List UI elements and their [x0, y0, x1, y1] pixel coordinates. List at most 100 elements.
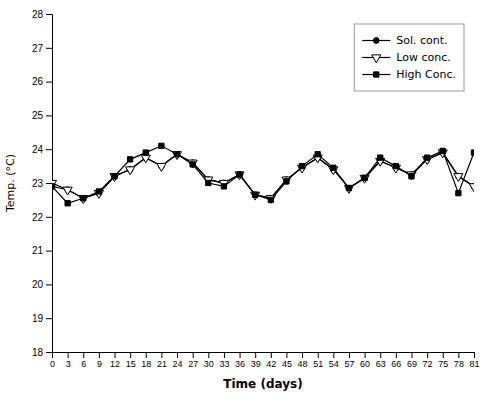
tick-label: 63 [376, 359, 386, 369]
tick-mark [46, 217, 52, 218]
tick-mark [333, 352, 334, 358]
point [456, 190, 461, 195]
tick-mark [46, 352, 52, 353]
tick-mark [46, 149, 52, 150]
tick-label: 60 [360, 359, 370, 369]
point [81, 196, 86, 201]
tick-mark [365, 352, 366, 358]
tick-mark [349, 352, 350, 358]
legend-label: High Conc. [396, 68, 456, 81]
tick-mark [286, 352, 287, 358]
point [378, 155, 383, 160]
tick: 19 [32, 313, 52, 324]
tick-label: 75 [438, 359, 448, 369]
tick: 18 [141, 352, 151, 369]
tick-label: 12 [110, 359, 120, 369]
legend-item: Low conc. [362, 51, 450, 64]
tick: 66 [391, 352, 401, 369]
point [315, 152, 320, 157]
x-axis: 0369121518212427303336394245485154576063… [50, 352, 480, 369]
point [469, 184, 474, 192]
tick: 25 [32, 110, 52, 121]
tick-label: 24 [32, 144, 44, 155]
point [362, 175, 367, 180]
legend-marker [373, 38, 379, 44]
tick-mark [68, 352, 69, 358]
tick: 39 [251, 352, 261, 369]
tick-label: 81 [469, 359, 479, 369]
tick: 33 [219, 352, 229, 369]
tick-label: 72 [423, 359, 433, 369]
point [237, 172, 243, 178]
tick-mark [302, 352, 303, 358]
series [52, 143, 474, 206]
tick: 42 [266, 352, 276, 369]
point [112, 173, 118, 179]
legend-frame [354, 24, 464, 91]
tick: 22 [32, 212, 52, 223]
tick-mark [46, 115, 52, 116]
point [143, 150, 148, 155]
tick-label: 45 [282, 359, 292, 369]
point [52, 184, 55, 190]
tick-label: 20 [32, 279, 44, 290]
tick-label: 24 [173, 359, 183, 369]
x-axis-title: Time (days) [223, 377, 302, 391]
legend-label: Sol. cont. [396, 34, 447, 47]
legend-label: Low conc. [396, 51, 450, 64]
series-line [52, 153, 474, 199]
tick-label: 9 [97, 359, 102, 369]
tick-label: 28 [32, 9, 44, 20]
tick-label: 27 [32, 43, 44, 54]
legend-marker [374, 72, 379, 77]
series [52, 150, 474, 201]
tick-label: 30 [204, 359, 214, 369]
tick-mark [458, 352, 459, 358]
tick-label: 51 [313, 359, 323, 369]
tick-label: 39 [251, 359, 261, 369]
tick-label: 3 [66, 359, 71, 369]
tick-mark [46, 284, 52, 285]
legend-item: High Conc. [362, 68, 456, 81]
plot-area: 0369121518212427303336394245485154576063… [32, 9, 480, 370]
tick: 9 [97, 352, 102, 369]
axis-line [46, 15, 53, 353]
point [252, 192, 258, 198]
point [112, 174, 117, 179]
tick: 18 [32, 347, 52, 358]
point [346, 185, 351, 190]
tick: 27 [32, 43, 52, 54]
tick-label: 54 [329, 359, 339, 369]
tick-mark [161, 352, 162, 358]
point [409, 174, 414, 179]
legend: Sol. cont. Low conc. High Conc. [354, 24, 464, 91]
point [393, 163, 398, 168]
point [52, 184, 55, 189]
tick: 3 [66, 352, 71, 369]
tick-label: 78 [454, 359, 464, 369]
tick-mark [271, 352, 272, 358]
tick: 20 [32, 279, 52, 290]
point [174, 151, 180, 157]
axis-line [53, 353, 475, 359]
tick: 21 [157, 352, 167, 369]
tick-label: 42 [266, 359, 276, 369]
point [190, 162, 195, 167]
tick: 23 [32, 178, 52, 189]
tick-label: 23 [32, 178, 44, 189]
tick-label: 57 [344, 359, 354, 369]
tick-label: 6 [81, 359, 86, 369]
tick-mark [46, 251, 52, 252]
tick: 12 [110, 352, 120, 369]
tick-mark [240, 352, 241, 358]
point [253, 192, 258, 197]
legend-marker [372, 55, 381, 63]
point [188, 160, 197, 168]
tick: 30 [204, 352, 214, 369]
tick-mark [318, 352, 319, 358]
tick: 75 [438, 352, 448, 369]
tick-label: 18 [32, 347, 44, 358]
tick-label: 19 [32, 313, 44, 324]
point [454, 174, 463, 182]
tick-label: 21 [157, 359, 167, 369]
